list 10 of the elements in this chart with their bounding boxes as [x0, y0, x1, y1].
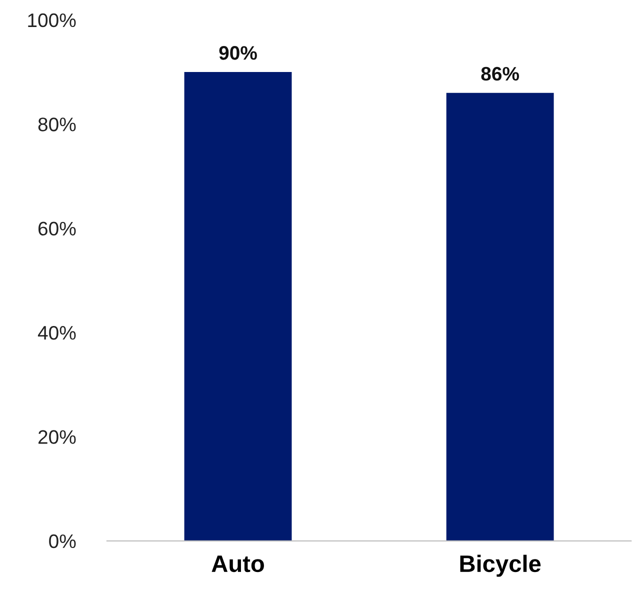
x-tick-label: Auto [212, 556, 264, 572]
data-label: 86% [481, 66, 520, 81]
y-tick-label: 40% [38, 326, 76, 340]
y-tick-label: 20% [38, 430, 76, 444]
x-tick-label: Bicycle [460, 554, 541, 577]
data-label: 90% [219, 46, 257, 60]
y-tick-label: 100% [28, 13, 76, 28]
y-tick-label: 60% [38, 222, 76, 236]
y-tick-label: 0% [49, 534, 76, 548]
y-tick-label: 80% [38, 118, 76, 132]
